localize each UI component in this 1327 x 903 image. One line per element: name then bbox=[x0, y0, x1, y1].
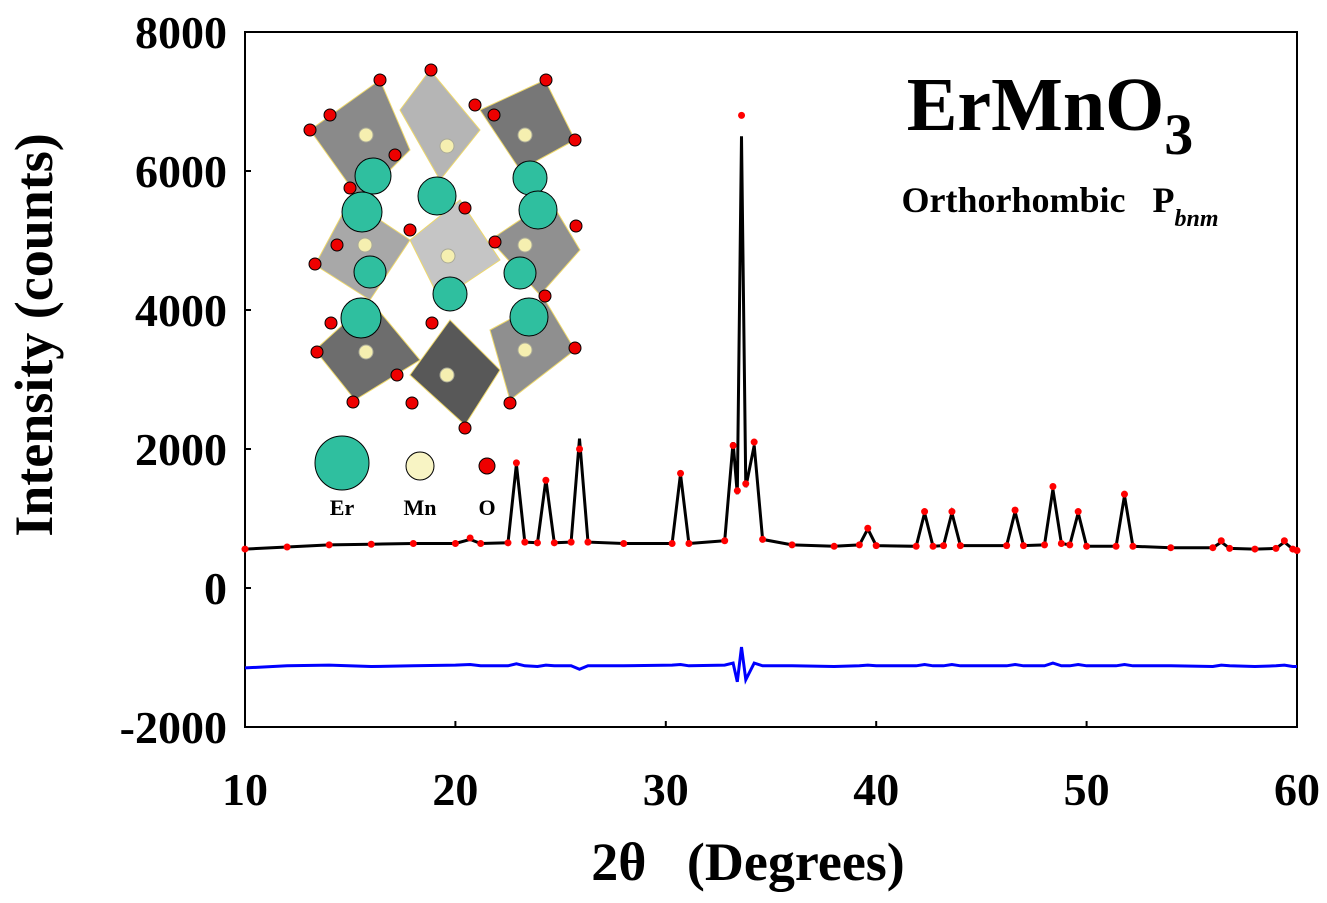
observed-point bbox=[568, 539, 575, 546]
observed-point bbox=[1049, 483, 1056, 490]
observed-point bbox=[410, 540, 417, 547]
observed-point bbox=[521, 539, 528, 546]
y-tick-label: 0 bbox=[204, 563, 227, 614]
chart-subtitle: Orthorhombic Pbnm bbox=[902, 180, 1219, 232]
observed-point bbox=[1003, 542, 1010, 549]
observed-point bbox=[534, 539, 541, 546]
x-tick-label: 40 bbox=[853, 764, 899, 815]
observed-point bbox=[1251, 546, 1258, 553]
observed-point bbox=[1129, 543, 1136, 550]
observed-point bbox=[1281, 537, 1288, 544]
observed-point bbox=[505, 539, 512, 546]
x-tick-label: 20 bbox=[432, 764, 478, 815]
observed-point bbox=[1209, 544, 1216, 551]
observed-point bbox=[542, 477, 549, 484]
observed-point bbox=[1294, 547, 1301, 554]
y-tick-label: 6000 bbox=[135, 146, 227, 197]
observed-point bbox=[948, 508, 955, 515]
observed-point bbox=[1012, 507, 1019, 514]
observed-point bbox=[940, 542, 947, 549]
inset-label: Er bbox=[330, 495, 355, 520]
observed-point bbox=[326, 541, 333, 548]
observed-point bbox=[738, 112, 745, 119]
subtitle-text: Orthorhombic P bbox=[902, 180, 1175, 220]
observed-point bbox=[1121, 491, 1128, 498]
observed-point bbox=[669, 540, 676, 547]
observed-point bbox=[1058, 540, 1065, 547]
observed-point bbox=[957, 542, 964, 549]
observed-point bbox=[921, 508, 928, 515]
observed-point bbox=[576, 446, 583, 453]
observed-point bbox=[1083, 543, 1090, 550]
subtitle-subscript: bnm bbox=[1174, 206, 1218, 232]
er-legend-marker bbox=[315, 436, 369, 490]
observed-point bbox=[584, 539, 591, 546]
observed-point bbox=[284, 543, 291, 550]
observed-point bbox=[730, 442, 737, 449]
observed-point bbox=[242, 546, 249, 553]
title-text: ErMnO bbox=[907, 63, 1165, 147]
observed-point bbox=[1226, 545, 1233, 552]
observed-point bbox=[1218, 537, 1225, 544]
observed-point bbox=[831, 543, 838, 550]
chart: Er Mn O ErMnO3 Orthorhombic Pbnm 2θ (Deg… bbox=[0, 0, 1327, 903]
observed-point bbox=[477, 540, 484, 547]
observed-point bbox=[1066, 541, 1073, 548]
chart-title: ErMnO3 bbox=[907, 63, 1194, 167]
x-tick-label: 30 bbox=[643, 764, 689, 815]
inset-label: Mn bbox=[404, 495, 437, 520]
observed-point bbox=[467, 534, 474, 541]
y-tick-label: 8000 bbox=[135, 7, 227, 58]
observed-point bbox=[742, 480, 749, 487]
observed-point bbox=[856, 541, 863, 548]
observed-point bbox=[1075, 508, 1082, 515]
x-tick-label: 60 bbox=[1274, 764, 1320, 815]
observed-point bbox=[551, 539, 558, 546]
observed-point bbox=[1113, 543, 1120, 550]
observed-point bbox=[864, 525, 871, 532]
crystal-inset: Er Mn O bbox=[304, 64, 582, 520]
observed-point bbox=[734, 487, 741, 494]
mn-legend-marker bbox=[406, 452, 434, 480]
observed-point bbox=[513, 459, 520, 466]
observed-point bbox=[1020, 542, 1027, 549]
y-tick-label: -2000 bbox=[120, 702, 227, 753]
series-line bbox=[245, 647, 1297, 682]
y-axis-title: Intensity (counts) bbox=[4, 133, 64, 537]
observed-point bbox=[620, 540, 627, 547]
observed-point bbox=[913, 543, 920, 550]
y-tick-label: 4000 bbox=[135, 285, 227, 336]
observed-point bbox=[368, 541, 375, 548]
x-tick-label: 10 bbox=[222, 764, 268, 815]
observed-point bbox=[789, 541, 796, 548]
observed-point bbox=[873, 542, 880, 549]
observed-point bbox=[751, 439, 758, 446]
observed-point bbox=[1167, 544, 1174, 551]
x-tick-label: 50 bbox=[1064, 764, 1110, 815]
observed-point bbox=[677, 470, 684, 477]
observed-point bbox=[930, 543, 937, 550]
observed-point bbox=[685, 540, 692, 547]
inset-label: O bbox=[478, 495, 495, 520]
title-subscript: 3 bbox=[1164, 102, 1193, 167]
o-legend-marker bbox=[479, 458, 495, 474]
x-axis-title: 2θ (Degrees) bbox=[591, 832, 905, 892]
observed-point bbox=[721, 537, 728, 544]
observed-point bbox=[759, 536, 766, 543]
observed-point bbox=[452, 540, 459, 547]
observed-point bbox=[1272, 545, 1279, 552]
y-tick-label: 2000 bbox=[135, 424, 227, 475]
observed-point bbox=[1041, 541, 1048, 548]
